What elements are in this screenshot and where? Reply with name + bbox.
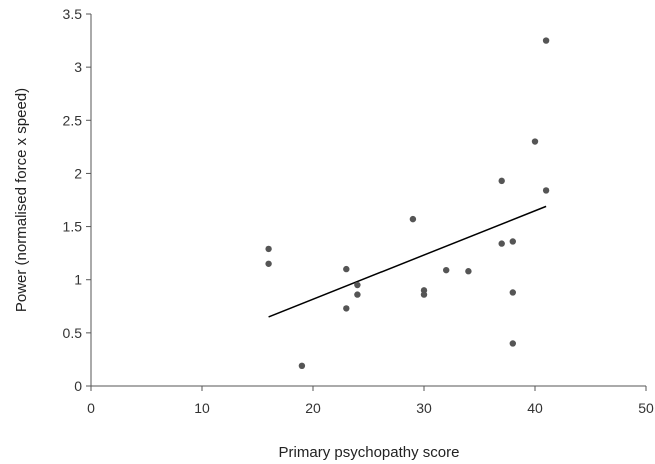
data-point: [498, 240, 505, 247]
y-tick-label: 0: [74, 378, 82, 394]
y-axis: 0 0.5 1 1.5 2 2.5 3 3.5: [63, 6, 92, 394]
y-tick-label: 2: [74, 165, 82, 181]
data-point: [443, 266, 450, 274]
x-axis-title: Primary psychopathy score: [279, 444, 460, 461]
y-tick-label: 2.5: [63, 112, 83, 128]
x-tick-label: 20: [305, 400, 321, 416]
data-point: [265, 245, 272, 253]
y-tick-label: 1: [74, 272, 82, 288]
y-tick-label: 3.5: [63, 6, 83, 22]
trendline: [268, 205, 547, 318]
x-tick-label: 10: [194, 400, 210, 416]
data-point: [354, 281, 361, 289]
y-tick-label: 1.5: [63, 219, 83, 235]
data-point: [343, 265, 350, 273]
x-tick-label: 0: [87, 400, 95, 416]
data-point: [498, 177, 505, 185]
data-point: [509, 340, 516, 347]
data-point: [465, 268, 472, 275]
y-axis-title: Power (normalised force x speed): [13, 88, 30, 312]
data-point: [298, 362, 306, 370]
x-tick-label: 40: [527, 400, 543, 416]
data-point: [354, 291, 361, 298]
data-point: [531, 138, 539, 145]
data-point: [509, 289, 516, 296]
data-point: [542, 187, 550, 194]
data-point: [509, 238, 516, 245]
data-point: [420, 291, 428, 298]
trendline-group: [268, 205, 547, 318]
y-tick-label: 0.5: [63, 325, 83, 341]
data-point: [343, 305, 350, 312]
x-axis: 0 10 20 30 40 50: [87, 385, 654, 416]
data-point: [409, 215, 417, 223]
data-point: [265, 260, 272, 267]
data-point: [542, 37, 550, 44]
data-points: [265, 37, 550, 370]
y-tick-label: 3: [74, 59, 82, 75]
x-tick-label: 50: [638, 400, 654, 416]
x-tick-label: 30: [416, 400, 432, 416]
